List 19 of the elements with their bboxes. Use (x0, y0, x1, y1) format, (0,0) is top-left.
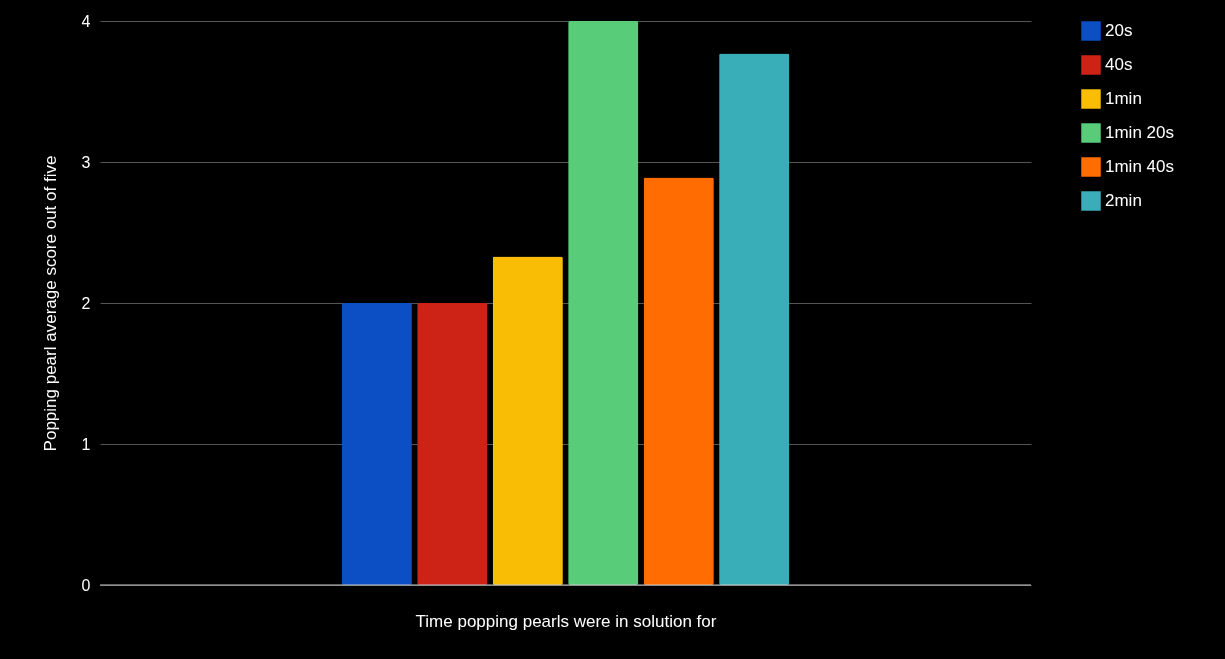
bar (341, 303, 412, 585)
legend-label: 1min (1105, 89, 1142, 108)
bar (417, 303, 488, 585)
y-tick-label: 1 (81, 435, 91, 453)
bar (492, 256, 563, 585)
legend-label: 20s (1105, 21, 1133, 40)
x-axis-title: Time popping pearls were in solution for (415, 611, 717, 631)
bar (719, 53, 790, 585)
bar (643, 177, 714, 585)
legend-label: 40s (1105, 55, 1133, 74)
y-tick-label: 2 (81, 294, 91, 312)
bar (568, 21, 639, 585)
legend-label: 1min 40s (1105, 157, 1174, 176)
y-tick-label: 3 (81, 153, 91, 171)
y-axis-title: Popping pearl average score out of five (40, 155, 60, 452)
legend-label: 2min (1105, 191, 1142, 210)
y-tick-label: 4 (81, 12, 91, 30)
y-tick-label: 0 (81, 576, 91, 594)
legend-label: 1min 20s (1105, 123, 1174, 142)
